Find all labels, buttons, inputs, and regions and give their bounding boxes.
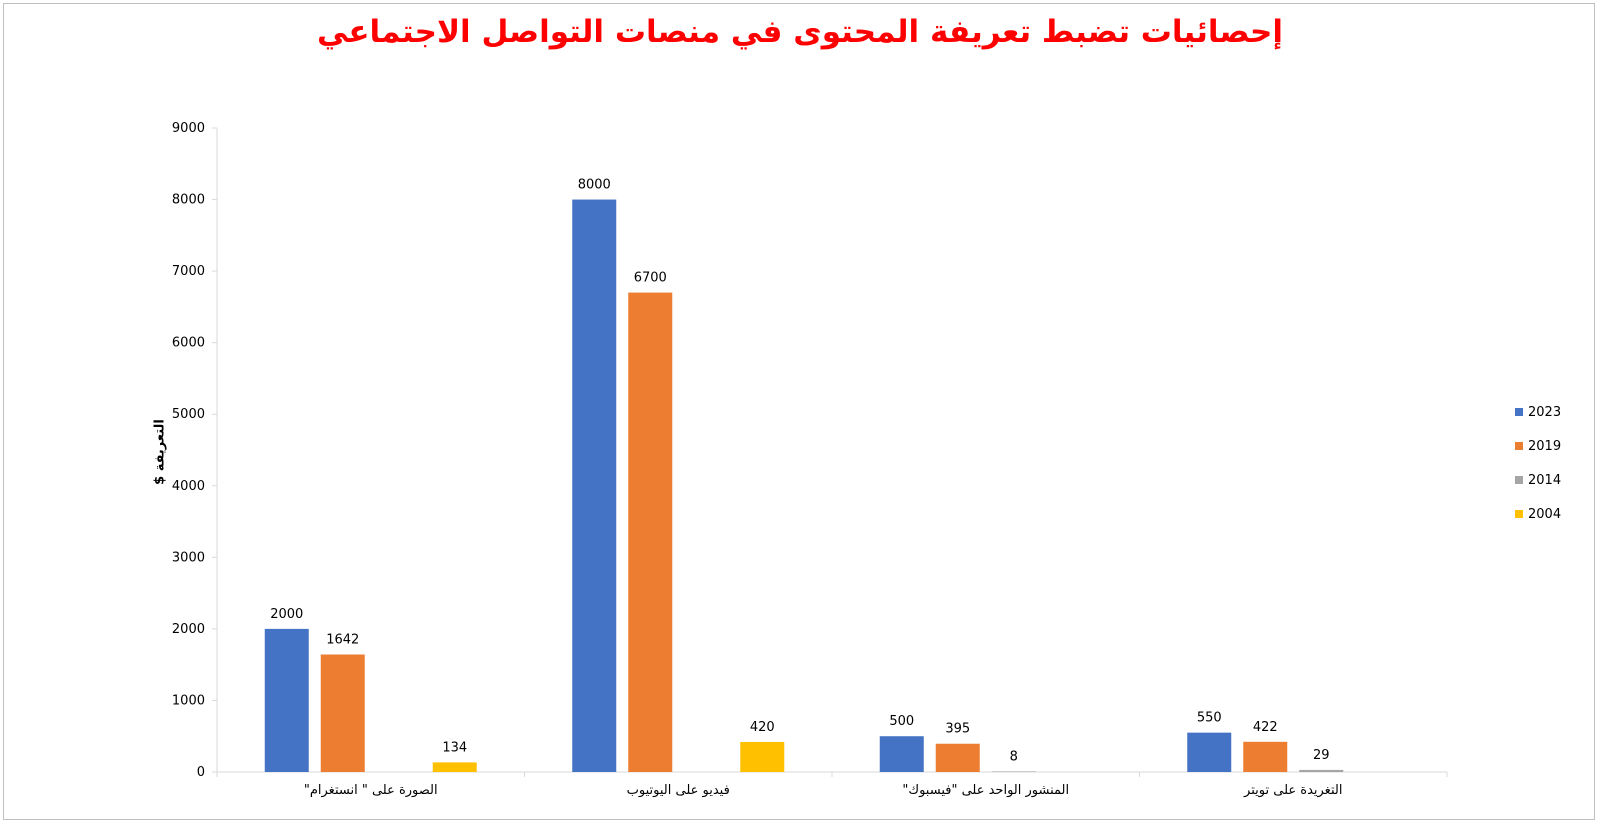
- bar-2019: [935, 743, 980, 772]
- data-label: 1642: [326, 633, 359, 648]
- bar-2023: [572, 199, 617, 773]
- bar-2014: [1299, 769, 1344, 772]
- data-label: 420: [750, 720, 775, 735]
- y-tick-label: 3000: [172, 550, 205, 565]
- y-tick-label: 8000: [172, 193, 205, 208]
- legend-item-2023: 2023: [1515, 395, 1561, 429]
- legend-label: 2014: [1528, 472, 1562, 488]
- data-label: 29: [1313, 748, 1330, 763]
- bar-2023: [264, 628, 309, 772]
- x-tick-label: التغريدة على تويتر: [1243, 783, 1342, 798]
- legend-label: 2019: [1528, 438, 1562, 454]
- bar-2023: [879, 736, 924, 772]
- data-label: 8: [1010, 749, 1018, 764]
- bar-2004: [740, 741, 785, 772]
- data-label: 500: [889, 714, 914, 729]
- x-tick-label: فيديو على اليوتيوب: [627, 783, 730, 798]
- legend: 2023 2019 2014 2004: [1515, 395, 1561, 531]
- y-tick-label: 1000: [172, 693, 205, 708]
- legend-swatch: [1515, 476, 1523, 484]
- x-tick-label: الصورة على " انستغرام": [304, 783, 438, 798]
- legend-label: 2023: [1528, 404, 1562, 420]
- y-tick-label: 9000: [172, 121, 205, 136]
- bar-2014: [991, 771, 1036, 772]
- y-tick-label: 2000: [172, 622, 205, 637]
- data-label: 6700: [634, 271, 667, 286]
- data-label: 134: [442, 740, 467, 755]
- data-label: 422: [1253, 720, 1278, 735]
- bar-2004: [432, 762, 477, 772]
- legend-swatch: [1515, 442, 1523, 450]
- y-tick-label: 4000: [172, 479, 205, 494]
- legend-item-2019: 2019: [1515, 429, 1561, 463]
- y-tick-label: 0: [197, 765, 205, 780]
- data-label: 550: [1197, 711, 1222, 726]
- y-tick-label: 6000: [172, 336, 205, 351]
- bar-2019: [628, 292, 673, 772]
- y-tick-label: 5000: [172, 407, 205, 422]
- x-tick-label: المنشور الواحد على "فيسبوك": [902, 783, 1069, 798]
- y-tick-label: 7000: [172, 264, 205, 279]
- data-label: 2000: [270, 607, 303, 622]
- legend-label: 2004: [1528, 506, 1562, 522]
- legend-item-2004: 2004: [1515, 497, 1561, 531]
- data-label: 8000: [578, 178, 611, 193]
- chart-title: إحصائيات تضبط تعريفة المحتوى في منصات ال…: [316, 14, 1283, 50]
- legend-item-2014: 2014: [1515, 463, 1561, 497]
- data-label: 395: [945, 722, 970, 737]
- legend-swatch: [1515, 408, 1523, 416]
- legend-swatch: [1515, 510, 1523, 518]
- bar-2019: [1243, 741, 1288, 772]
- bar-2019: [320, 654, 365, 772]
- bar-2023: [1187, 732, 1232, 772]
